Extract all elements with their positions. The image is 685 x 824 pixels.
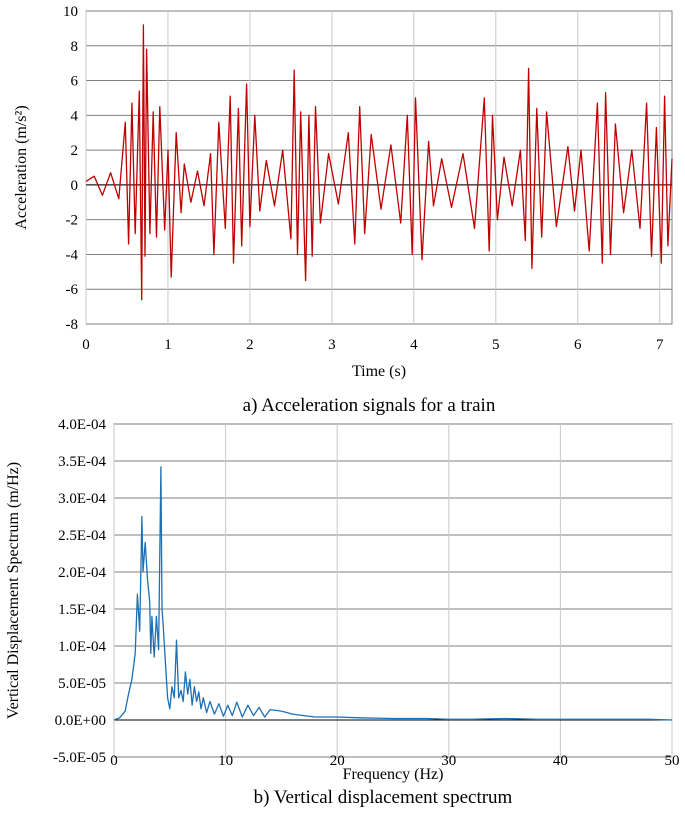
y-tick-label: -4 [66,247,79,263]
series-line [113,466,673,721]
y-tick-label: 8 [71,39,79,55]
y-tick-label: -2 [66,213,79,229]
y-tick-label: 4.0E-04 [58,417,106,433]
y-tick-label: 1.0E-04 [58,639,106,655]
y-tick-label: 2 [71,143,79,159]
x-tick-label: 10 [218,753,233,769]
x-tick-label: 20 [330,753,345,769]
y-tick-label: 6 [71,74,79,90]
x-tick-label: 0 [82,337,90,353]
x-tick-label: 0 [110,753,118,769]
plot-area [85,10,673,325]
y-tick-label: 4 [71,108,79,124]
plot-area [113,423,673,758]
x-tick-label: 40 [553,753,568,769]
x-tick-label: 50 [665,753,680,769]
x-tick-label: 1 [164,337,172,353]
y-tick-label: 3.0E-04 [58,491,106,507]
y-tick-label: 0.0E+00 [55,713,106,729]
series-line [85,24,673,301]
y-tick-label: 3.5E-04 [58,454,106,470]
x-axis-title: Time (s) [352,363,406,380]
y-axis-title: Vertical Displacement Spectrum (m/Hz) [5,462,22,719]
x-axis-title: Frequency (Hz) [343,766,444,783]
x-tick-label: 2 [246,337,254,353]
chart-caption: b) Vertical displacement spectrum [254,787,513,808]
y-tick-label: 2.0E-04 [58,565,106,581]
x-tick-label: 30 [441,753,456,769]
x-tick-label: 5 [492,337,500,353]
chart-caption: a) Acceleration signals for a train [243,395,496,416]
x-tick-label: 7 [656,337,664,353]
chart-1: 4.0E-04 3.5E-04 3.0E-04 2.5E-04 2.0E-04 1.5E-… [5,417,680,808]
y-tick-label: -8 [66,317,79,333]
x-tick-label: 6 [574,337,582,353]
y-tick-label: -5.0E-05 [53,750,106,766]
y-tick-label: 0 [71,178,79,194]
y-tick-label: 2.5E-04 [58,528,106,544]
y-tick-label: -6 [66,282,79,298]
y-tick-label: 10 [63,4,78,20]
y-tick-label: 1.5E-04 [58,602,106,618]
x-tick-label: 3 [328,337,336,353]
y-tick-label: 5.0E-05 [58,676,106,692]
y-axis-title: Acceleration (m/s²) [13,105,30,229]
x-tick-label: 4 [410,337,418,353]
